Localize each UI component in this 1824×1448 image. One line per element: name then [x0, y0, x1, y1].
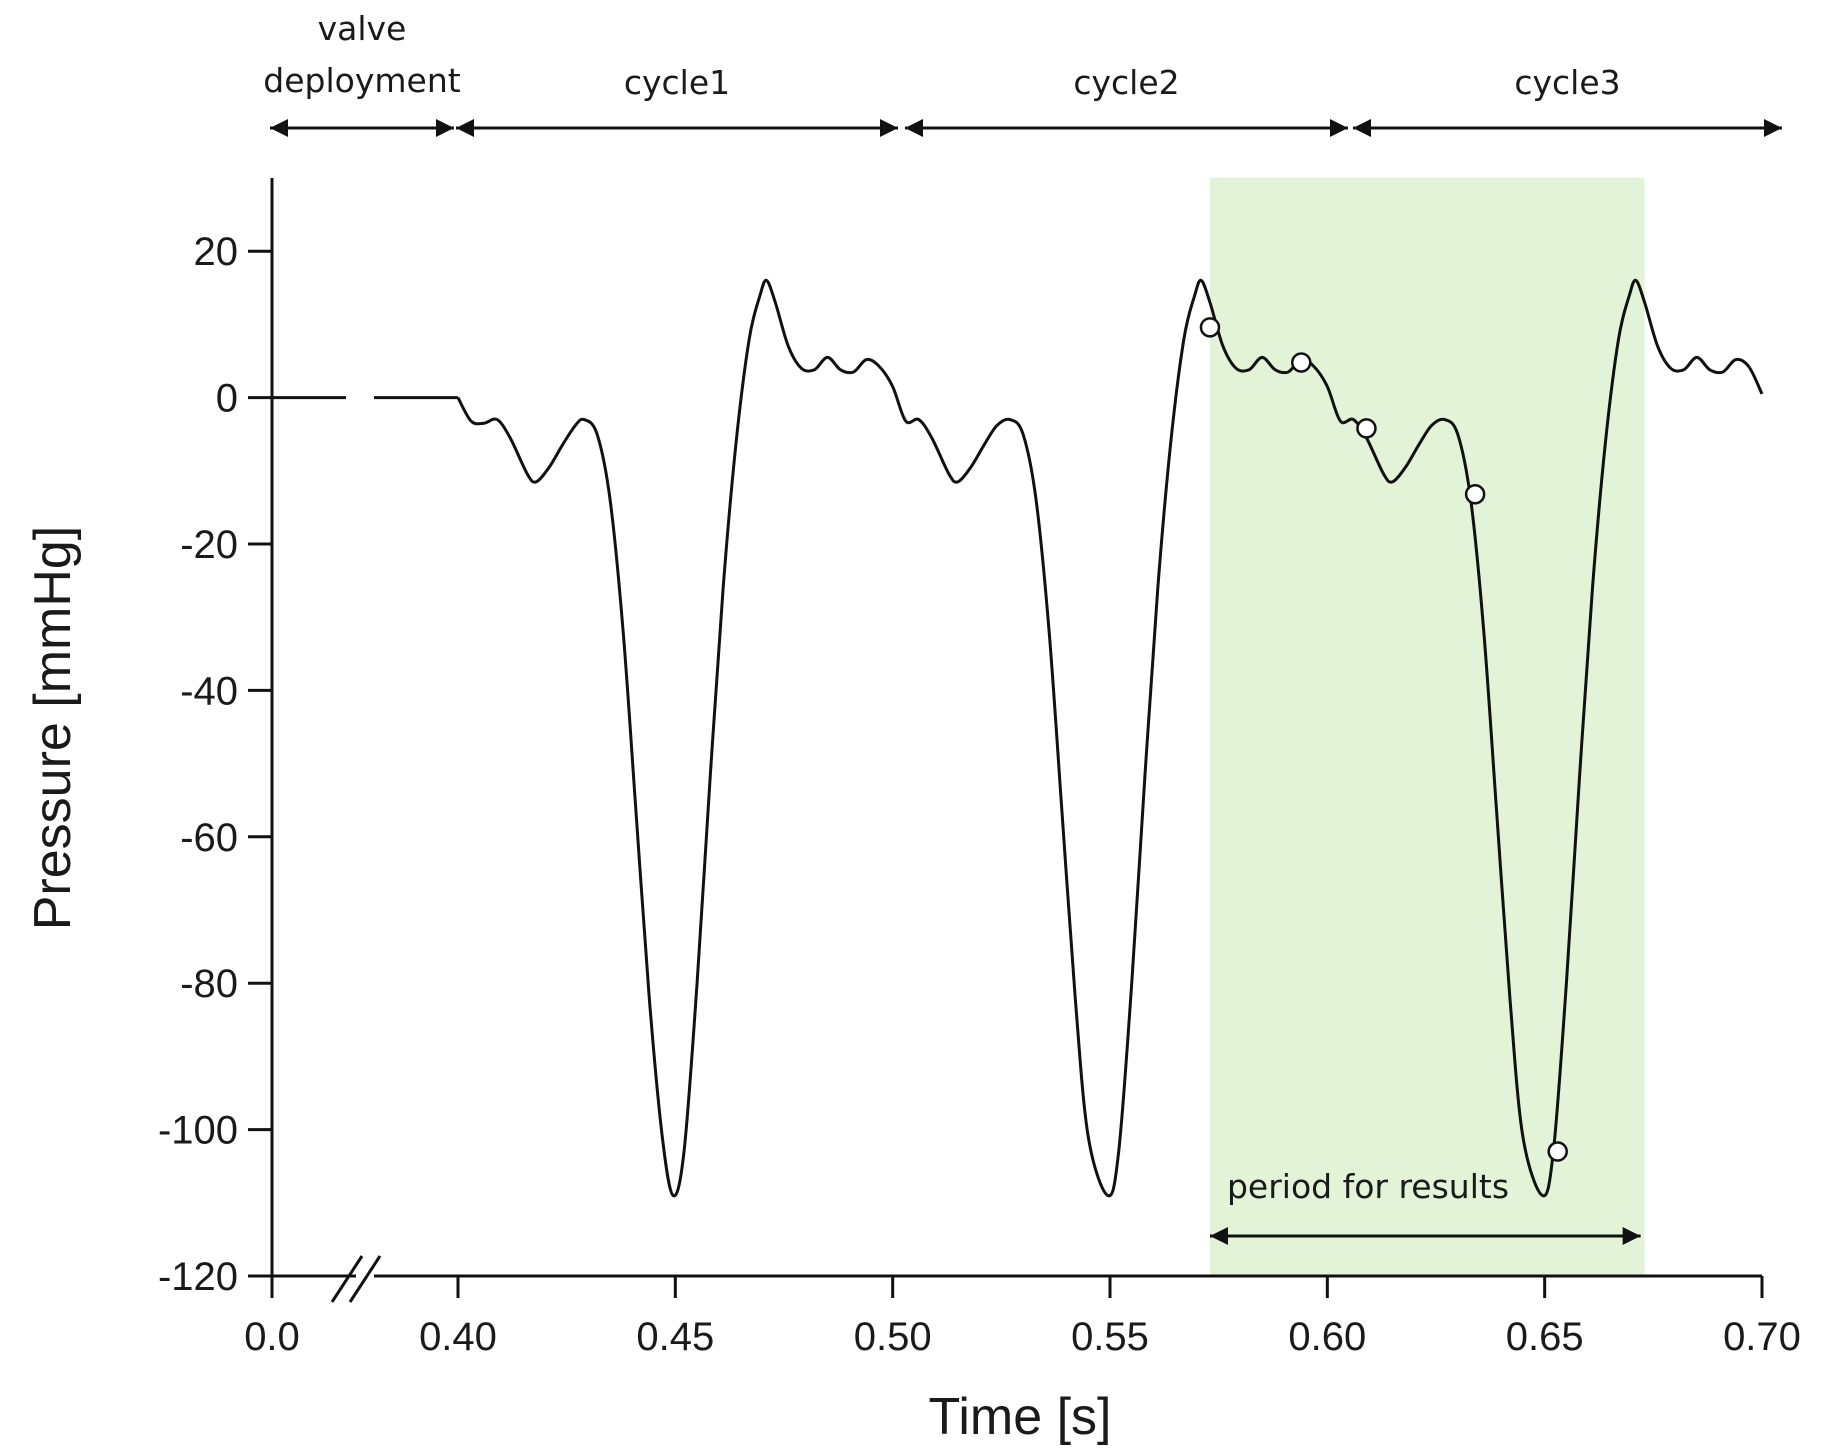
- segment-label: deployment: [263, 61, 460, 100]
- segment-arrow-head-left: [1353, 119, 1371, 137]
- segment-arrow-head-right: [436, 119, 454, 137]
- x-tick-label: 0.65: [1506, 1315, 1584, 1359]
- y-tick-label: -120: [158, 1255, 238, 1299]
- segment-arrow-head-right: [1764, 119, 1782, 137]
- y-tick-label: -80: [180, 962, 238, 1006]
- x-tick-label: 0.0: [244, 1315, 300, 1359]
- y-tick-label: 20: [194, 230, 239, 274]
- segment-label: cycle1: [624, 63, 730, 102]
- segment-label: cycle3: [1514, 63, 1620, 102]
- y-tick-label: -100: [158, 1109, 238, 1153]
- y-tick-label: -60: [180, 816, 238, 860]
- y-tick-label: -20: [180, 523, 238, 567]
- segment-arrow-head-right: [880, 119, 898, 137]
- segment-label: valve: [318, 9, 407, 48]
- x-tick-label: 0.45: [636, 1315, 714, 1359]
- period-arrow-head-left: [1209, 1227, 1228, 1245]
- data-marker: [1199, 317, 1221, 338]
- y-tick-label: 0: [216, 377, 238, 421]
- data-marker: [1356, 418, 1377, 439]
- period-arrow-head-right: [1622, 1227, 1641, 1245]
- highlight-band: [1209, 178, 1645, 1276]
- x-tick-label: 0.55: [1071, 1315, 1149, 1359]
- data-marker: [1547, 1141, 1568, 1162]
- segment-arrow-head-right: [1330, 119, 1348, 137]
- y-axis-title: Pressure [mmHg]: [24, 526, 82, 931]
- axis-break-slash: [330, 1255, 364, 1303]
- data-marker: [1464, 483, 1486, 505]
- axis-break-slash: [348, 1255, 382, 1303]
- period-label: period for results: [1227, 1167, 1509, 1206]
- segment-arrow-head-left: [456, 119, 474, 137]
- x-tick-label: 0.70: [1723, 1315, 1801, 1359]
- x-tick-label: 0.50: [854, 1315, 932, 1359]
- data-marker: [1291, 352, 1312, 373]
- segment-arrow-head-left: [270, 119, 288, 137]
- segment-arrow-head-left: [905, 119, 923, 137]
- segment-label: cycle2: [1073, 63, 1179, 102]
- x-tick-label: 0.60: [1288, 1315, 1366, 1359]
- y-tick-label: -40: [180, 669, 238, 713]
- x-tick-label: 0.40: [419, 1315, 497, 1359]
- x-axis-title: Time [s]: [929, 1388, 1112, 1446]
